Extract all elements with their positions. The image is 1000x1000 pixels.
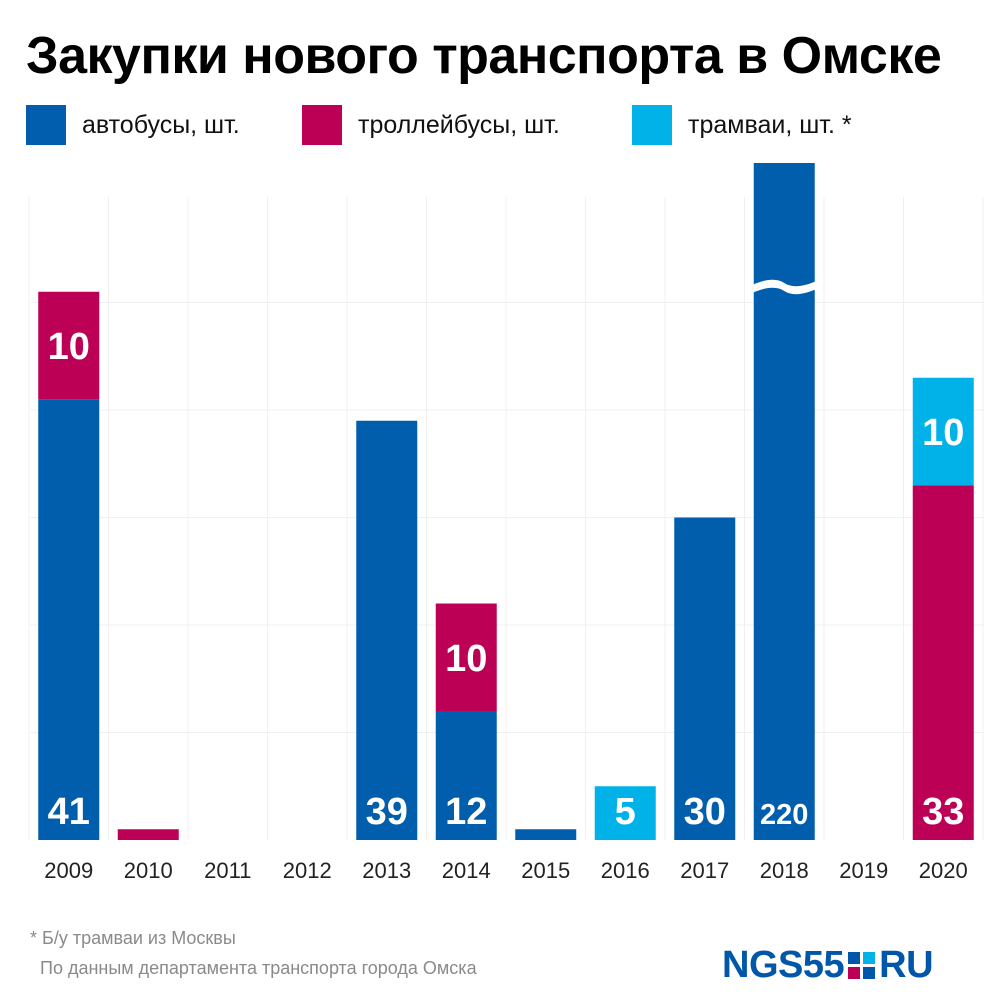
x-tick-label-2010: 2010 bbox=[124, 858, 173, 883]
footnote: * Б/у трамваи из Москвы bbox=[30, 928, 236, 948]
bar-2016-series-2 bbox=[594, 786, 656, 840]
legend-swatch-trolleybuses bbox=[302, 105, 342, 145]
bar-label-2014-series-0: 12 bbox=[445, 791, 487, 833]
legend-item-trolleybuses: троллейбусы, шт. bbox=[302, 105, 560, 145]
x-tick-label-2014: 2014 bbox=[442, 858, 491, 883]
bar-2015-series-0 bbox=[515, 829, 577, 840]
bar-label-2020-series-1: 33 bbox=[922, 791, 964, 833]
x-tick-label-2020: 2020 bbox=[919, 858, 968, 883]
x-tick-label-2015: 2015 bbox=[521, 858, 570, 883]
bar-label-2020-series-2: 10 bbox=[922, 412, 964, 454]
legend-swatch-buses bbox=[26, 105, 66, 145]
bar-label-2017-series-0: 30 bbox=[684, 791, 726, 833]
ngs55-logo: NGS55 RU bbox=[722, 944, 934, 987]
bar-2018-series-0 bbox=[753, 163, 815, 840]
x-tick-label-2009: 2009 bbox=[44, 858, 93, 883]
bar-2010-series-1 bbox=[117, 829, 179, 840]
legend-item-trams: трамваи, шт. * bbox=[632, 105, 852, 145]
legend-swatch-trams bbox=[632, 105, 672, 145]
x-tick-label-2017: 2017 bbox=[680, 858, 729, 883]
legend-label-trams: трамваи, шт. * bbox=[688, 110, 852, 139]
logo-text-right: RU bbox=[879, 944, 934, 986]
bar-2009-series-0 bbox=[38, 399, 100, 840]
logo-text-left: NGS55 bbox=[722, 944, 845, 986]
bar-2017-series-0 bbox=[674, 517, 736, 840]
x-tick-label-2013: 2013 bbox=[362, 858, 411, 883]
bar-label-2018-series-0: 220 bbox=[760, 799, 808, 831]
axis-break-marker bbox=[747, 279, 821, 295]
bar-label-2013-series-0: 39 bbox=[366, 791, 408, 833]
bar-label-2015-series-0: 1 bbox=[535, 788, 556, 830]
bar-label-2010-series-1: 1 bbox=[138, 788, 159, 830]
bar-2020-series-2 bbox=[912, 377, 974, 486]
chart-title: Закупки нового транспорта в Омске bbox=[26, 27, 942, 85]
bar-label-2016-series-2: 5 bbox=[615, 791, 636, 833]
bar-2020-series-1 bbox=[912, 485, 974, 840]
logo-mark-icon bbox=[848, 952, 876, 979]
source-note: По данным департамента транспорта города… bbox=[40, 958, 477, 978]
x-tick-label-2019: 2019 bbox=[839, 858, 888, 883]
bar-2014-series-1 bbox=[435, 603, 497, 711]
x-tick-label-2011: 2011 bbox=[204, 858, 251, 883]
legend-label-buses: автобусы, шт. bbox=[82, 110, 240, 139]
x-tick-label-2016: 2016 bbox=[601, 858, 650, 883]
legend-item-buses: автобусы, шт. bbox=[26, 105, 240, 145]
bar-label-2014-series-1: 10 bbox=[445, 638, 487, 680]
bar-2013-series-0 bbox=[356, 420, 418, 840]
x-tick-label-2018: 2018 bbox=[760, 858, 809, 883]
bar-label-2009-series-0: 41 bbox=[48, 791, 90, 833]
legend-label-trolleybuses: троллейбусы, шт. bbox=[358, 110, 560, 139]
x-tick-label-2012: 2012 bbox=[283, 858, 332, 883]
bar-2009-series-1 bbox=[38, 291, 100, 400]
bar-label-2009-series-1: 10 bbox=[48, 326, 90, 368]
bar-2014-series-0 bbox=[435, 711, 497, 840]
